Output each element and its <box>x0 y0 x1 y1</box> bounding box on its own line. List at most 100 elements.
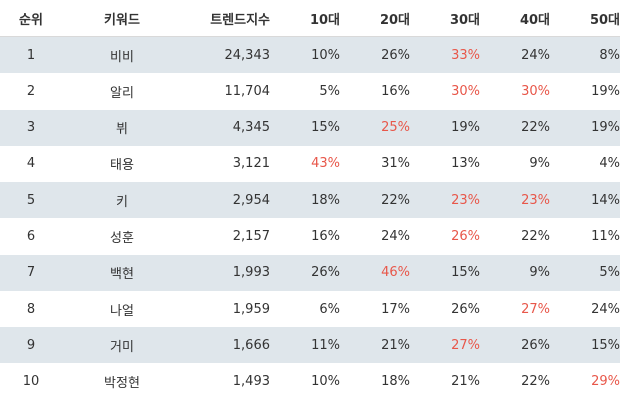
share-10s-cell: 10% <box>311 47 340 63</box>
share-50s-cell: 4% <box>599 156 620 172</box>
share-20s-cell: 21% <box>381 337 410 353</box>
rank-cell: 10 <box>22 374 40 390</box>
header-10s: 10대 <box>309 12 340 28</box>
share-40s-cell: 30% <box>521 83 550 99</box>
share-50s-cell: 5% <box>599 265 620 281</box>
keyword-cell: 태용 <box>110 158 134 174</box>
keyword-cell: 성훈 <box>110 231 134 246</box>
share-20s-cell: 31% <box>381 156 410 172</box>
table-row: 9 거미 1,666 11% 21% 27% 26% 15% <box>0 327 620 364</box>
header-30s: 30대 <box>449 12 480 28</box>
share-50s-cell: 14% <box>591 192 620 208</box>
rank-cell: 6 <box>26 229 36 244</box>
share-20s-cell: 26% <box>381 47 410 63</box>
share-30s-cell: 27% <box>451 337 480 353</box>
share-30s-cell: 26% <box>451 301 480 317</box>
rank-cell: 9 <box>26 337 36 353</box>
table-header: 순위 키워드 트렌드지수 10대 20대 30대 40대 50대 <box>0 0 620 37</box>
share-50s-cell: 19% <box>591 83 620 99</box>
share-40s-cell: 22% <box>521 374 550 390</box>
table-row: 2 알리 11,704 5% 16% 30% 30% 19% <box>0 73 620 109</box>
trend-index-cell: 2,954 <box>232 192 270 208</box>
share-40s-cell: 9% <box>529 156 550 172</box>
share-50s-cell: 8% <box>599 47 620 63</box>
rank-cell: 7 <box>26 265 36 281</box>
share-10s-cell: 10% <box>311 374 340 390</box>
share-50s-cell: 24% <box>591 301 620 317</box>
share-30s-cell: 30% <box>451 83 480 99</box>
table-row: 3 뷔 4,345 15% 25% 19% 22% 19% <box>0 109 620 146</box>
table-row: 1 비비 24,343 10% 26% 33% 24% 8% <box>0 37 620 73</box>
keyword-cell: 박정현 <box>104 376 140 392</box>
share-20s-cell: 17% <box>381 301 410 317</box>
header-40s: 40대 <box>519 12 550 28</box>
rank-cell: 2 <box>26 83 36 99</box>
header-trend-index: 트렌드지수 <box>210 12 270 28</box>
share-30s-cell: 19% <box>451 120 480 136</box>
share-20s-cell: 22% <box>381 192 410 208</box>
keyword-cell: 알리 <box>110 85 134 101</box>
header-rank: 순위 <box>19 12 43 28</box>
share-10s-cell: 11% <box>311 337 340 353</box>
share-40s-cell: 26% <box>521 337 550 353</box>
rank-cell: 8 <box>26 301 36 317</box>
share-50s-cell: 11% <box>591 229 620 244</box>
trend-index-cell: 1,993 <box>232 265 270 281</box>
share-30s-cell: 15% <box>451 265 480 281</box>
share-30s-cell: 23% <box>451 192 480 208</box>
trend-index-cell: 1,666 <box>232 337 270 353</box>
share-20s-cell: 25% <box>381 120 410 136</box>
share-50s-cell: 19% <box>591 120 620 136</box>
share-10s-cell: 26% <box>311 265 340 281</box>
trend-index-cell: 24,343 <box>224 47 271 63</box>
share-10s-cell: 15% <box>311 120 340 136</box>
table-row: 10 박정현 1,493 10% 18% 21% 22% 29% <box>0 364 620 400</box>
share-20s-cell: 16% <box>381 83 410 99</box>
share-40s-cell: 27% <box>521 301 550 317</box>
share-40s-cell: 22% <box>521 120 550 136</box>
trend-index-cell: 3,121 <box>232 156 270 172</box>
share-40s-cell: 9% <box>529 265 550 281</box>
share-40s-cell: 23% <box>521 192 550 208</box>
share-50s-cell: 15% <box>591 337 620 353</box>
trend-index-cell: 4,345 <box>232 120 270 136</box>
keyword-cell: 나얼 <box>110 303 134 319</box>
share-20s-cell: 46% <box>381 265 410 281</box>
rank-cell: 1 <box>26 47 36 63</box>
share-10s-cell: 43% <box>311 156 340 172</box>
trend-index-cell: 2,157 <box>232 229 270 244</box>
rank-cell: 3 <box>26 120 36 136</box>
keyword-cell: 뷔 <box>116 122 128 138</box>
share-10s-cell: 18% <box>311 192 340 208</box>
trend-index-cell: 1,493 <box>232 374 270 390</box>
share-40s-cell: 24% <box>521 47 550 63</box>
table-row: 5 키 2,954 18% 22% 23% 23% 14% <box>0 182 620 219</box>
keyword-cell: 거미 <box>110 339 134 355</box>
keyword-cell: 백현 <box>110 267 134 283</box>
share-30s-cell: 13% <box>451 156 480 172</box>
trend-index-cell: 11,704 <box>224 83 271 99</box>
share-10s-cell: 6% <box>319 301 340 317</box>
share-30s-cell: 26% <box>451 229 480 244</box>
table-row: 6 성훈 2,157 16% 24% 26% 22% 11% <box>0 219 620 255</box>
header-20s: 20대 <box>379 12 410 28</box>
share-50s-cell: 29% <box>591 374 620 390</box>
share-40s-cell: 22% <box>521 229 550 244</box>
keyword-cell: 비비 <box>110 49 134 65</box>
table-row: 8 나얼 1,959 6% 17% 26% 27% 24% <box>0 291 620 327</box>
trend-index-cell: 1,959 <box>232 301 270 317</box>
table-row: 4 태용 3,121 43% 31% 13% 9% 4% <box>0 146 620 182</box>
keyword-cell: 키 <box>116 194 128 210</box>
share-10s-cell: 16% <box>311 229 340 244</box>
share-30s-cell: 33% <box>451 47 480 63</box>
header-keyword: 키워드 <box>104 12 140 28</box>
share-20s-cell: 18% <box>381 374 410 390</box>
share-10s-cell: 5% <box>319 83 340 99</box>
rank-cell: 4 <box>26 156 36 172</box>
table-row: 7 백현 1,993 26% 46% 15% 9% 5% <box>0 254 620 291</box>
rank-cell: 5 <box>26 192 36 208</box>
share-20s-cell: 24% <box>381 229 410 244</box>
header-50s: 50대 <box>589 12 620 28</box>
share-30s-cell: 21% <box>451 374 480 390</box>
